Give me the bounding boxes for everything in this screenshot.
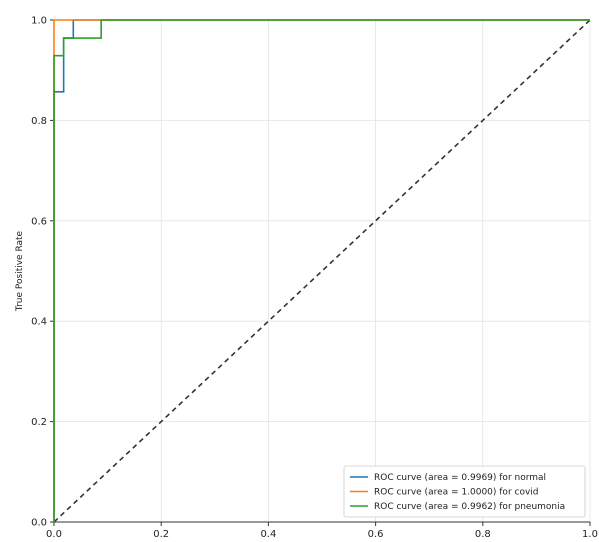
legend: ROC curve (area = 0.9969) for normal ROC … <box>343 465 586 518</box>
y-tick-label: 0.8 <box>31 116 47 127</box>
y-axis-label: True Positive Rate <box>15 230 25 312</box>
y-tick-label: 1.0 <box>31 16 47 27</box>
y-tick-label: 0.6 <box>31 216 47 227</box>
x-tick-label: 0.4 <box>260 529 276 540</box>
reference-diagonal-line <box>53 19 591 523</box>
legend-box <box>343 465 586 518</box>
y-tick-label: 0.4 <box>31 317 47 328</box>
y-tick-label: 0.0 <box>31 518 47 529</box>
x-tick-label: 0.8 <box>475 529 491 540</box>
y-tick-label: 0.2 <box>31 417 47 428</box>
x-tick-label: 0.0 <box>46 529 62 540</box>
ticks-layer: 0.0 0.2 0.4 0.6 0.8 1.0 0.0 0.2 0.4 0.6 0.8 1.0 <box>31 16 598 541</box>
legend-label-1: ROC curve (area = 1.0000) for covid <box>374 488 539 498</box>
reference-layer <box>53 19 591 523</box>
series-layer <box>53 19 590 522</box>
legend-label-0: ROC curve (area = 0.9969) for normal <box>374 473 546 483</box>
x-tick-label: 0.6 <box>368 529 384 540</box>
x-tick-label: 0.2 <box>153 529 169 540</box>
legend-label-2: ROC curve (area = 0.9962) for pneumonia <box>374 502 565 512</box>
x-tick-label: 1.0 <box>582 529 598 540</box>
series-line-2 <box>53 19 590 522</box>
